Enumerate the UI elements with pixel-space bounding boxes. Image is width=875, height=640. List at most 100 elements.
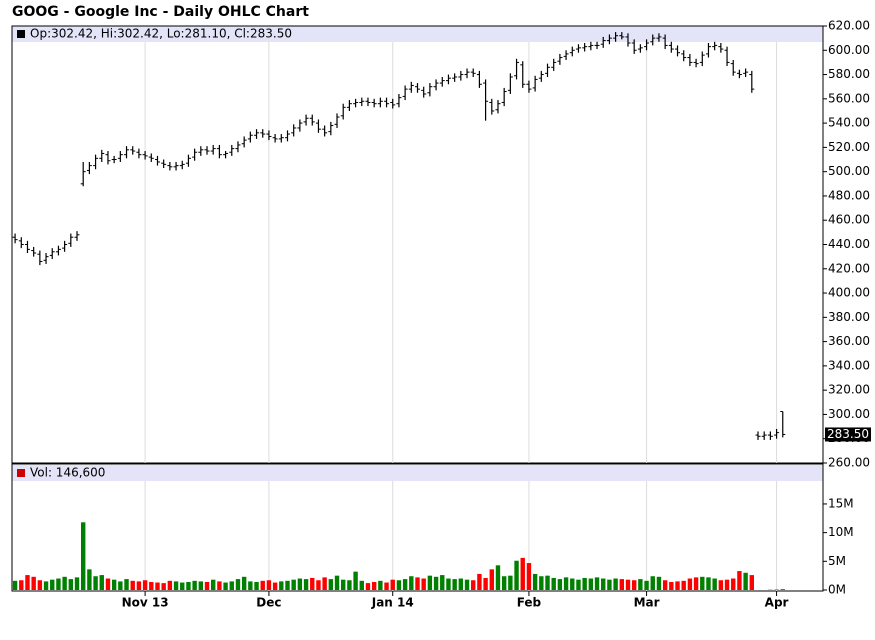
volume-bar xyxy=(341,579,346,590)
volume-bar xyxy=(551,577,556,590)
y-tick-label: 560.00 xyxy=(828,91,870,105)
volume-bar xyxy=(365,583,371,590)
y-tick-label: 500.00 xyxy=(828,164,870,178)
volume-bar xyxy=(56,578,61,590)
volume-bar xyxy=(607,579,612,590)
volume-bar xyxy=(19,580,24,590)
y-tick-label: 10M xyxy=(828,525,854,539)
volume-bar xyxy=(638,579,643,590)
volume-bar xyxy=(427,575,433,590)
volume-bar xyxy=(706,577,711,590)
legend-text: Op:302.42, Hi:302.42, Lo:281.10, Cl:283.… xyxy=(30,27,292,41)
volume-bar xyxy=(173,581,179,590)
volume-bar xyxy=(260,580,265,590)
volume-bar xyxy=(31,576,36,590)
volume-bar xyxy=(266,580,272,590)
volume-bar xyxy=(303,579,309,590)
volume-bar xyxy=(241,576,247,590)
volume-bar xyxy=(409,576,414,590)
volume-bar xyxy=(248,581,253,590)
volume-bar xyxy=(297,578,303,590)
volume-bar xyxy=(254,581,259,590)
volume-bar xyxy=(489,569,494,590)
volume-bar xyxy=(421,578,426,590)
legend-band xyxy=(12,26,823,42)
volume-bar xyxy=(223,582,228,590)
volume-bar xyxy=(371,581,377,590)
volume-bar xyxy=(105,578,111,590)
y-tick-label: 400.00 xyxy=(828,286,870,300)
volume-bar xyxy=(526,563,532,590)
volume-bar xyxy=(532,573,538,590)
volume-bar xyxy=(161,583,166,590)
volume-bar xyxy=(155,582,160,590)
legend-band xyxy=(12,465,823,481)
volume-bar xyxy=(118,581,123,590)
volume-bar xyxy=(737,571,742,590)
x-tick-label: Feb xyxy=(517,596,542,610)
volume-bar xyxy=(749,575,755,590)
volume-bar xyxy=(167,580,173,590)
y-tick-label: 580.00 xyxy=(828,67,870,81)
volume-bar xyxy=(464,579,470,590)
volume-bar xyxy=(136,581,142,590)
volume-bar xyxy=(613,578,618,590)
volume-bar xyxy=(557,579,563,590)
y-tick-label: 520.00 xyxy=(828,140,870,154)
volume-bar xyxy=(570,578,575,590)
volume-bar xyxy=(619,579,624,590)
volume-bar xyxy=(316,580,321,590)
volume-bar xyxy=(514,560,519,590)
volume-bar xyxy=(384,582,389,590)
y-tick-label: 480.00 xyxy=(828,188,870,202)
y-tick-label: 320.00 xyxy=(828,383,870,397)
volume-bar xyxy=(687,578,693,590)
volume-bar xyxy=(285,580,290,590)
volume-bar xyxy=(700,576,705,590)
volume-bar xyxy=(142,580,148,590)
volume-bar xyxy=(520,557,525,590)
y-tick-label: 5M xyxy=(828,554,846,568)
volume-bar xyxy=(87,569,92,590)
volume-bar xyxy=(12,580,18,590)
volume-bar xyxy=(656,576,662,590)
y-tick-label: 360.00 xyxy=(828,334,870,348)
volume-bar xyxy=(291,579,296,590)
x-tick-label: Jan 14 xyxy=(371,596,414,610)
price-marker xyxy=(825,427,871,442)
volume-bar xyxy=(99,575,104,590)
volume-bar xyxy=(402,579,408,590)
legend-text: Vol: 146,600 xyxy=(30,466,105,480)
x-tick-label: Dec xyxy=(256,596,281,610)
volume-bar xyxy=(601,578,606,590)
volume-bar xyxy=(415,577,420,590)
volume-bar xyxy=(37,580,43,590)
volume-bar xyxy=(718,580,724,590)
x-tick-label: Apr xyxy=(765,596,789,610)
volume-bar xyxy=(328,579,334,590)
volume-bar xyxy=(644,580,649,590)
volume-bar xyxy=(149,581,154,590)
volume-bar xyxy=(471,580,476,590)
volume-bar xyxy=(588,578,594,590)
y-tick-label: 300.00 xyxy=(828,407,870,421)
volume-bar xyxy=(446,578,451,590)
y-tick-label: 460.00 xyxy=(828,213,870,227)
volume-bar xyxy=(508,575,513,590)
volume-bar xyxy=(198,581,204,590)
volume-bar xyxy=(80,522,86,590)
y-tick-label: 340.00 xyxy=(828,358,870,372)
y-tick-label: 540.00 xyxy=(828,116,870,130)
volume-bar xyxy=(576,579,581,590)
y-tick-label: 600.00 xyxy=(828,43,870,57)
volume-bar xyxy=(359,580,364,590)
volume-bar xyxy=(483,577,488,590)
y-tick-label: 420.00 xyxy=(828,261,870,275)
volume-bar xyxy=(310,577,315,590)
volume-bar xyxy=(124,579,129,590)
volume-bar xyxy=(93,576,98,590)
volume-bar xyxy=(378,580,383,590)
volume-bar xyxy=(662,580,668,590)
volume-bar xyxy=(433,576,439,590)
